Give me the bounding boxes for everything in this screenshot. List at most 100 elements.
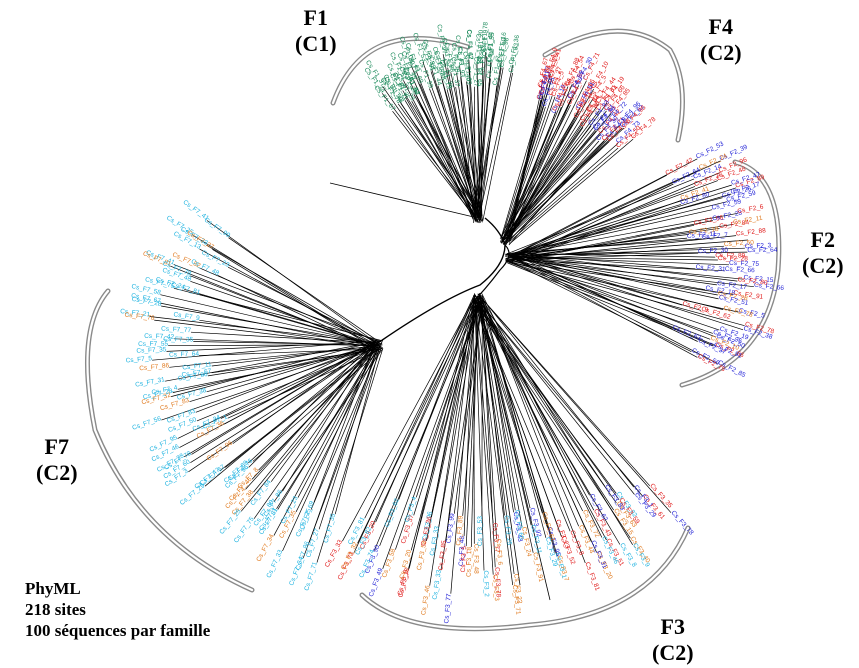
tree-branch <box>160 294 376 346</box>
tree-branch <box>364 295 477 519</box>
tree-branch <box>329 182 479 219</box>
leaf-label: Cs_F3_33 <box>431 569 443 600</box>
clade-name: F7 <box>44 434 69 459</box>
tree-branch <box>251 343 379 480</box>
clade-name: F1 <box>303 5 328 30</box>
clade-class: (C1) <box>295 31 337 56</box>
tree-branch <box>212 249 375 349</box>
leaf-label: Cs_F7_5 <box>125 355 152 364</box>
leaf-label: Cs_F7_55 <box>138 341 168 348</box>
tree-branch <box>422 61 477 214</box>
tree-branch <box>313 342 376 503</box>
tree-branch <box>505 110 600 236</box>
leaf-label: Cs_F7_77 <box>161 325 192 334</box>
analysis-info: PhyML 218 sites 100 séquences par famill… <box>25 578 210 641</box>
leaf-label: Cs_F7_35 <box>163 336 194 344</box>
tree-branch <box>514 255 717 286</box>
leaf-label: Cs_F2_63 <box>671 324 702 342</box>
clade-class: (C2) <box>652 640 694 665</box>
tree-branch <box>476 300 543 513</box>
tree-branch <box>514 260 720 331</box>
bracket-f2 <box>680 160 780 387</box>
leaf-label: Cs_F3_53 <box>477 516 484 546</box>
tree-branch <box>408 294 475 569</box>
tree-branch <box>510 237 688 255</box>
leaf-label: Cs_F7_56 <box>131 415 162 432</box>
tree-branch <box>508 140 600 246</box>
leaf-label: Cs_F3_71 <box>511 584 522 615</box>
leaf-label: Cs_F7_64 <box>169 351 200 359</box>
sequences-label: 100 séquences par famille <box>25 621 211 640</box>
tree-branch <box>240 348 375 512</box>
tree-branch <box>477 67 502 220</box>
leaf-label: Cs_F1_37 <box>449 57 460 88</box>
tree-branch <box>154 319 379 348</box>
tree-branch <box>195 343 375 413</box>
leaf-label: Cs_F3_4 <box>404 496 419 524</box>
tree-branch <box>480 59 484 221</box>
leaf-label: Cs_F7_38 <box>176 387 207 402</box>
tree-branch <box>410 296 481 551</box>
tree-branch <box>431 297 481 517</box>
tree-branch <box>297 343 380 498</box>
tree-branch <box>482 72 513 221</box>
leaf-label: Cs_F3_43 <box>512 511 524 542</box>
leaf-label: Cs_F1_43 <box>454 35 465 66</box>
leaf-label: Cs_F3_18 <box>466 547 474 578</box>
tree-branch <box>505 129 596 240</box>
tree-branch <box>211 349 381 374</box>
tree-branch <box>510 204 682 256</box>
tree-branch <box>166 341 380 352</box>
leaf-label: Cs_F1_89 <box>463 55 472 86</box>
leaf-label: Cs_F7_25 <box>295 507 313 538</box>
tree-branch <box>504 143 619 245</box>
tree-branch <box>509 255 718 364</box>
tree-branch <box>282 341 375 492</box>
tree-branch <box>357 295 479 544</box>
tree-branch <box>190 280 378 347</box>
leaf-label: Cs_F2_6 <box>737 204 765 216</box>
leaf-label: Cs_F1_33 <box>479 45 487 76</box>
clade-class: (C2) <box>802 253 844 278</box>
tree-branch <box>371 293 481 529</box>
tree-branch <box>514 180 719 256</box>
backbone-branch <box>374 217 506 346</box>
tree-branch <box>416 71 476 222</box>
leaf-label: Cs_F1_27 <box>472 57 479 87</box>
tree-branch <box>482 302 595 511</box>
leaf-label: Cs_F2_88 <box>736 227 767 237</box>
tree-branch <box>228 237 380 342</box>
clade-name: F4 <box>708 14 733 39</box>
leaf-label: Cs_F3_25 <box>503 515 513 546</box>
leaf-label: Cs_F2_11 <box>733 215 764 227</box>
tree-branch <box>509 80 587 237</box>
tree-branch <box>169 345 379 368</box>
tree-branch <box>177 340 376 439</box>
tree-branch <box>473 78 491 223</box>
tree-branch <box>382 86 475 218</box>
leaf-label: Cs_F2_75 <box>729 260 760 268</box>
tree-branch <box>511 235 737 260</box>
tree-branch <box>509 147 619 242</box>
tree-branch <box>191 342 376 455</box>
tree-branch <box>480 295 633 545</box>
leaf-label: Cs_F1_14 <box>450 42 462 73</box>
tree-branch <box>510 256 717 338</box>
tree-branch <box>403 80 474 219</box>
leaf-label: Cs_F1_62 <box>465 29 473 60</box>
leaf-label: Cs_F3_85 <box>438 540 448 571</box>
tree-branch <box>501 130 597 239</box>
leaf-label: Cs_F3_58 <box>381 548 397 579</box>
tree-branch <box>441 80 479 218</box>
tree-branch <box>500 99 542 238</box>
tree-branch <box>505 121 584 236</box>
tree-branch <box>503 96 556 240</box>
tree-branch <box>199 248 377 346</box>
tree-branch <box>413 79 477 222</box>
leaf-label: Cs_F7_42 <box>144 333 175 341</box>
tree-branch <box>474 86 476 223</box>
tree-branch <box>375 295 476 523</box>
tree-branch <box>460 77 474 218</box>
